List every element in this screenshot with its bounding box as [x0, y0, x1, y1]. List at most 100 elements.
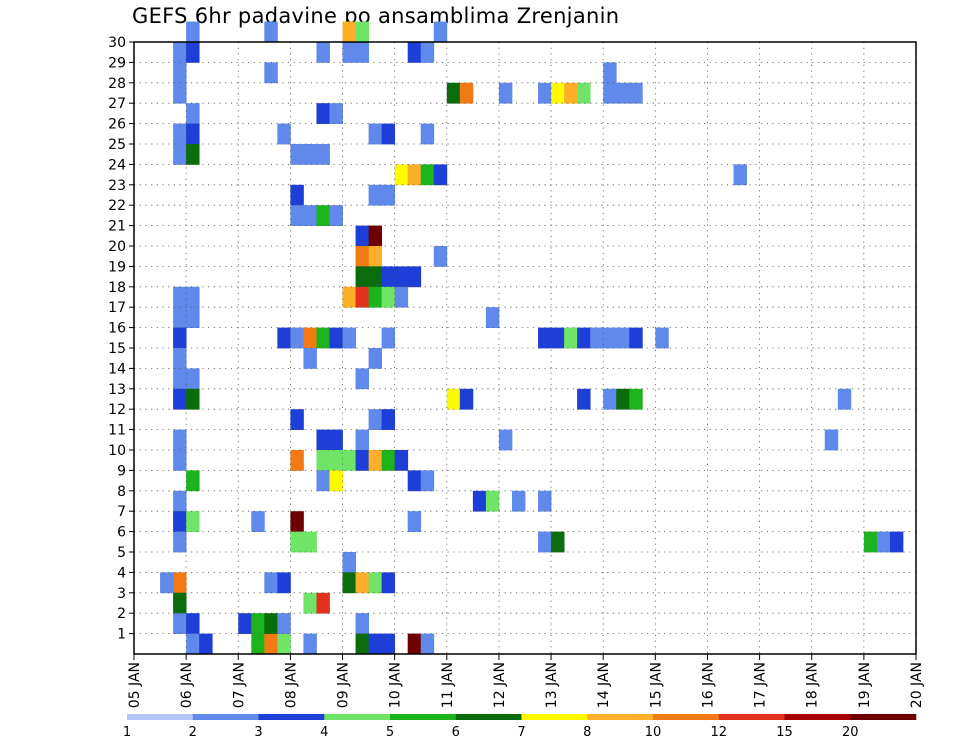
- y-tick-label: 1: [117, 627, 126, 643]
- heatmap-cell: [511, 490, 526, 512]
- heatmap-cell: [616, 388, 630, 410]
- heatmap-cell: [342, 552, 356, 573]
- y-tick-label: 5: [117, 545, 126, 561]
- heatmap-cell: [290, 184, 304, 206]
- heatmap-cell: [160, 572, 174, 594]
- heatmap-cell: [173, 490, 187, 512]
- heatmap-cell: [329, 205, 343, 226]
- y-tick-label: 7: [117, 504, 126, 520]
- legend-label: 2: [189, 725, 197, 740]
- heatmap-cell: [407, 470, 422, 492]
- heatmap-cell: [277, 123, 291, 145]
- legend-swatch: [784, 714, 851, 720]
- heatmap-cell: [381, 409, 396, 430]
- heatmap-cell: [368, 266, 383, 288]
- heatmap-cell: [407, 42, 422, 63]
- heatmap-cell: [264, 21, 278, 43]
- heatmap-cell: [433, 164, 448, 186]
- heatmap-cell: [616, 327, 630, 349]
- y-tick-label: 17: [108, 300, 126, 316]
- heatmap-cell: [342, 21, 356, 43]
- heatmap-cell: [277, 633, 291, 655]
- heatmap-cell: [173, 42, 187, 63]
- heatmap-cell: [173, 286, 187, 308]
- y-tick-label: 24: [108, 157, 126, 173]
- x-tick-label: 08 JAN: [283, 662, 299, 708]
- x-tick-label: 11 JAN: [440, 662, 456, 708]
- heatmap-cell: [407, 164, 422, 186]
- heatmap-cell: [603, 62, 617, 84]
- heatmap-cell: [485, 490, 500, 512]
- legend-label: 15: [776, 725, 793, 740]
- heatmap-cell: [381, 123, 396, 145]
- y-tick-label: 16: [108, 321, 126, 337]
- heatmap-cell: [251, 511, 265, 532]
- legend-swatch: [324, 714, 391, 720]
- heatmap-cell: [329, 327, 343, 349]
- heatmap-cell: [173, 82, 187, 104]
- heatmap-cell: [186, 388, 200, 410]
- heatmap-cell: [368, 225, 383, 247]
- heatmap-cell: [186, 103, 200, 124]
- heatmap-cell: [264, 62, 278, 84]
- heatmap-cell: [199, 633, 213, 655]
- x-tick-label: 09 JAN: [336, 662, 352, 708]
- legend-swatch: [653, 714, 720, 720]
- heatmap-cell: [186, 368, 200, 390]
- heatmap-cell: [342, 42, 356, 63]
- heatmap-cell: [394, 286, 409, 308]
- legend-swatch: [127, 714, 194, 720]
- heatmap-cell: [251, 633, 265, 655]
- y-tick-label: 18: [108, 280, 126, 296]
- heatmap-cell: [277, 572, 291, 594]
- heatmap-cell: [420, 164, 435, 186]
- heatmap-cell: [381, 286, 396, 308]
- heatmap-cell: [277, 327, 291, 349]
- heatmap-cell: [290, 450, 304, 471]
- heatmap-cell: [290, 531, 304, 553]
- heatmap-cell: [186, 42, 200, 63]
- x-tick-label: 05 JAN: [127, 662, 143, 708]
- plot-frame: [133, 41, 917, 655]
- heatmap-cell: [551, 531, 565, 553]
- heatmap-cell: [394, 450, 409, 471]
- heatmap-cell: [498, 82, 513, 104]
- heatmap-cell: [485, 307, 500, 328]
- legend-label: 3: [254, 725, 262, 740]
- heatmap-cell: [407, 266, 422, 288]
- heatmap-cell: [277, 613, 291, 634]
- y-tick-label: 20: [108, 239, 126, 255]
- heatmap-cells: [160, 21, 904, 655]
- heatmap-cell: [355, 633, 369, 655]
- heatmap-cell: [538, 327, 552, 349]
- x-tick-label: 17 JAN: [753, 662, 769, 708]
- heatmap-cell: [173, 450, 187, 471]
- heatmap-cell: [303, 144, 317, 165]
- heatmap-cell: [551, 82, 565, 104]
- x-axis-ticks: 05 JAN 06 JAN 07 JAN 08 JAN 09 JAN 10 JAN 11 J…: [127, 654, 925, 708]
- legend-swatch: [587, 714, 654, 720]
- legend-label: 6: [452, 725, 460, 740]
- x-tick-label: 06 JAN: [179, 662, 195, 708]
- heatmap-cell: [459, 82, 474, 104]
- heatmap-cell: [173, 368, 187, 390]
- heatmap-cell: [394, 266, 409, 288]
- heatmap-cell: [368, 246, 383, 267]
- y-tick-label: 27: [108, 96, 126, 112]
- legend-label: 4: [320, 725, 328, 740]
- heatmap-cell: [577, 327, 591, 349]
- heatmap-cell: [290, 205, 304, 226]
- heatmap-cell: [368, 409, 383, 430]
- heatmap-cell: [303, 327, 317, 349]
- heatmap-cell: [342, 450, 356, 471]
- legend-swatch: [718, 714, 785, 720]
- heatmap-cell: [264, 613, 278, 634]
- heatmap-cell: [538, 531, 552, 553]
- heatmap-cell: [316, 144, 330, 165]
- heatmap-cell: [355, 42, 369, 63]
- heatmap-cell: [173, 511, 187, 532]
- heatmap-cell: [446, 82, 461, 104]
- x-tick-label: 19 JAN: [857, 662, 873, 708]
- y-tick-label: 3: [117, 586, 126, 602]
